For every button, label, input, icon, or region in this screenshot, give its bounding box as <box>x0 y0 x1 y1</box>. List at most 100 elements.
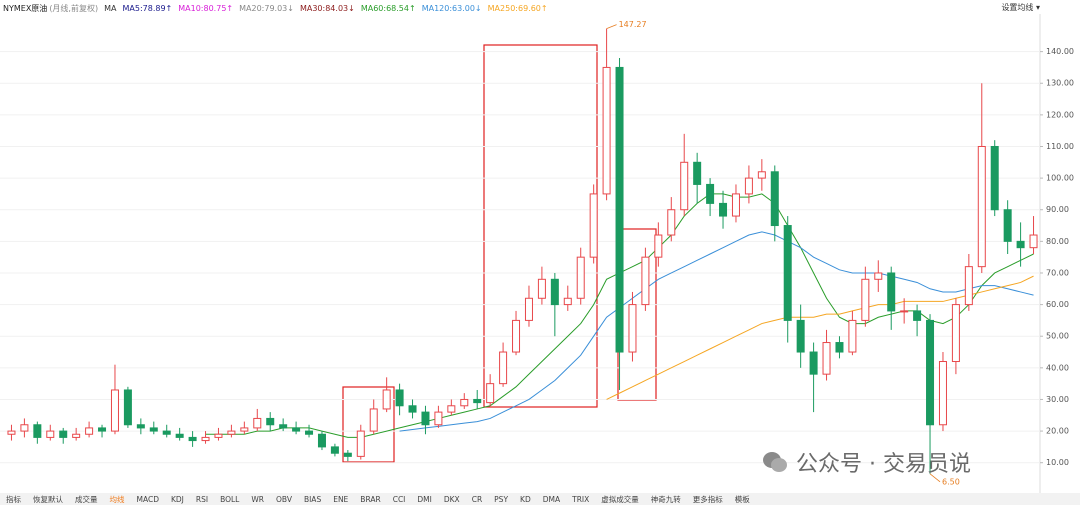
y-tick-label: 20.00 <box>1046 427 1069 436</box>
toolbar-tab[interactable]: OBV <box>276 494 292 504</box>
toolbar-tab[interactable]: BOLL <box>220 494 240 504</box>
extreme-label: 6.50 <box>942 477 960 486</box>
candle-body <box>835 342 844 353</box>
candle-body <box>279 424 288 429</box>
toolbar-tab[interactable]: 指标 <box>6 494 21 504</box>
y-tick-label: 90.00 <box>1046 205 1069 214</box>
y-tick-label: 40.00 <box>1046 363 1069 372</box>
toolbar-tab[interactable]: 成交量 <box>75 494 98 504</box>
extreme-pointer <box>929 473 941 483</box>
toolbar-tab[interactable]: ENE <box>333 494 349 504</box>
toolbar-tab[interactable]: 均线 <box>109 494 125 504</box>
candle-body <box>1016 240 1025 249</box>
candle-body <box>33 424 42 438</box>
toolbar-tab[interactable]: DKX <box>443 494 460 504</box>
toolbar-tab[interactable]: BIAS <box>303 494 322 504</box>
toolbar-tab[interactable]: KD <box>520 494 531 504</box>
toolbar: 指标 恢复默认 成交量 均线 MACD KDJ RSI BOLL WR OBV BIAS ENE BRA… <box>0 493 1080 505</box>
candle-body <box>744 177 753 195</box>
candle-body <box>900 310 909 313</box>
candle-body <box>266 417 275 426</box>
candle-body <box>641 256 650 306</box>
header: NYMEX原油 (月线,前复权) MA MA5:78.89↑ MA10:80.75… <box>3 2 548 14</box>
candle-body <box>693 161 702 185</box>
toolbar-tab[interactable]: RSI <box>195 494 209 504</box>
ma-legend-item: MA5:78.89↑ <box>122 3 173 13</box>
candle-body <box>550 278 559 306</box>
toolbar-tab[interactable]: 模板 <box>734 494 750 504</box>
candle-body <box>977 145 986 268</box>
candle-body <box>123 389 132 426</box>
candle-body <box>680 161 689 211</box>
toolbar-tab[interactable]: WR <box>251 494 264 504</box>
toolbar-tab[interactable]: CCI <box>392 494 406 504</box>
toolbar-tab[interactable]: 恢复默认 <box>33 494 63 504</box>
candle-body <box>110 389 119 432</box>
toolbar-tab[interactable]: CR <box>471 494 483 504</box>
ma-legend-item: MA250:69.60↑ <box>487 3 548 13</box>
y-tick-label: 120.00 <box>1046 110 1074 119</box>
candle-body <box>356 430 365 457</box>
toolbar-tab[interactable]: PSY <box>494 494 509 504</box>
candle-body <box>240 427 249 432</box>
toolbar-tab[interactable]: DMI <box>417 494 432 504</box>
candle-body <box>434 411 443 426</box>
candle-body <box>188 436 197 442</box>
candle-body <box>253 417 262 429</box>
extreme-pointer <box>606 24 617 30</box>
ma-legend-item: MA10:80.75↑ <box>178 3 234 13</box>
symbol: NYMEX原油 <box>3 3 48 13</box>
toolbar-tab[interactable]: 更多指标 <box>692 494 723 504</box>
candle-body <box>706 183 715 204</box>
candle-body <box>913 310 922 321</box>
candle-body <box>421 411 430 426</box>
y-tick-label: 50.00 <box>1046 332 1069 341</box>
toolbar-tab[interactable]: MACD <box>136 494 159 504</box>
candle-body <box>162 430 171 435</box>
candle-body <box>848 319 857 353</box>
candle-body <box>175 433 184 438</box>
y-tick-label: 110.00 <box>1046 142 1074 151</box>
candle-body <box>1029 234 1038 249</box>
candle-body <box>305 430 314 435</box>
candle-body <box>330 446 339 454</box>
candle-body <box>20 424 29 432</box>
candle-body <box>343 452 352 457</box>
candle-body <box>408 405 417 413</box>
toolbar-tab[interactable]: BRAR <box>360 494 381 504</box>
y-tick-label: 60.00 <box>1046 300 1069 309</box>
candle-body <box>59 430 68 438</box>
candle-body <box>149 427 158 432</box>
candle-body <box>524 297 533 321</box>
toolbar-tab[interactable]: KDJ <box>170 494 184 504</box>
y-tick-label: 30.00 <box>1046 395 1069 404</box>
candle-body <box>602 66 611 195</box>
candle-body <box>227 430 236 435</box>
watermark: 公众号 · 交易员说 <box>762 446 971 478</box>
ma-line <box>606 275 1034 400</box>
toolbar-tab[interactable]: 虚拟成交量 <box>601 494 639 504</box>
candle-body <box>486 383 495 404</box>
candle-body <box>628 304 637 353</box>
extreme-label: 147.27 <box>619 20 647 29</box>
candle-body <box>1003 209 1012 242</box>
candle-body <box>589 193 598 258</box>
candle-body <box>926 319 935 426</box>
y-tick-label: 10.00 <box>1046 458 1069 467</box>
toolbar-tab[interactable]: 神奇九转 <box>650 494 681 504</box>
settings-button[interactable]: 设置均线 ▾ <box>1001 3 1040 12</box>
candle-body <box>719 202 728 217</box>
highlight-box <box>342 386 395 463</box>
candle-body <box>938 361 947 426</box>
y-tick-label: 80.00 <box>1046 237 1069 246</box>
candle-body <box>770 171 779 227</box>
candle-body <box>809 351 818 375</box>
toolbar-tab[interactable]: TRIX <box>572 494 590 504</box>
candle-body <box>201 436 210 442</box>
toolbar-tab[interactable]: DMA <box>542 494 561 504</box>
candle-body <box>292 427 301 432</box>
y-tick-label: 130.00 <box>1046 79 1074 88</box>
candle-body <box>615 66 624 353</box>
candle-body <box>136 424 145 429</box>
